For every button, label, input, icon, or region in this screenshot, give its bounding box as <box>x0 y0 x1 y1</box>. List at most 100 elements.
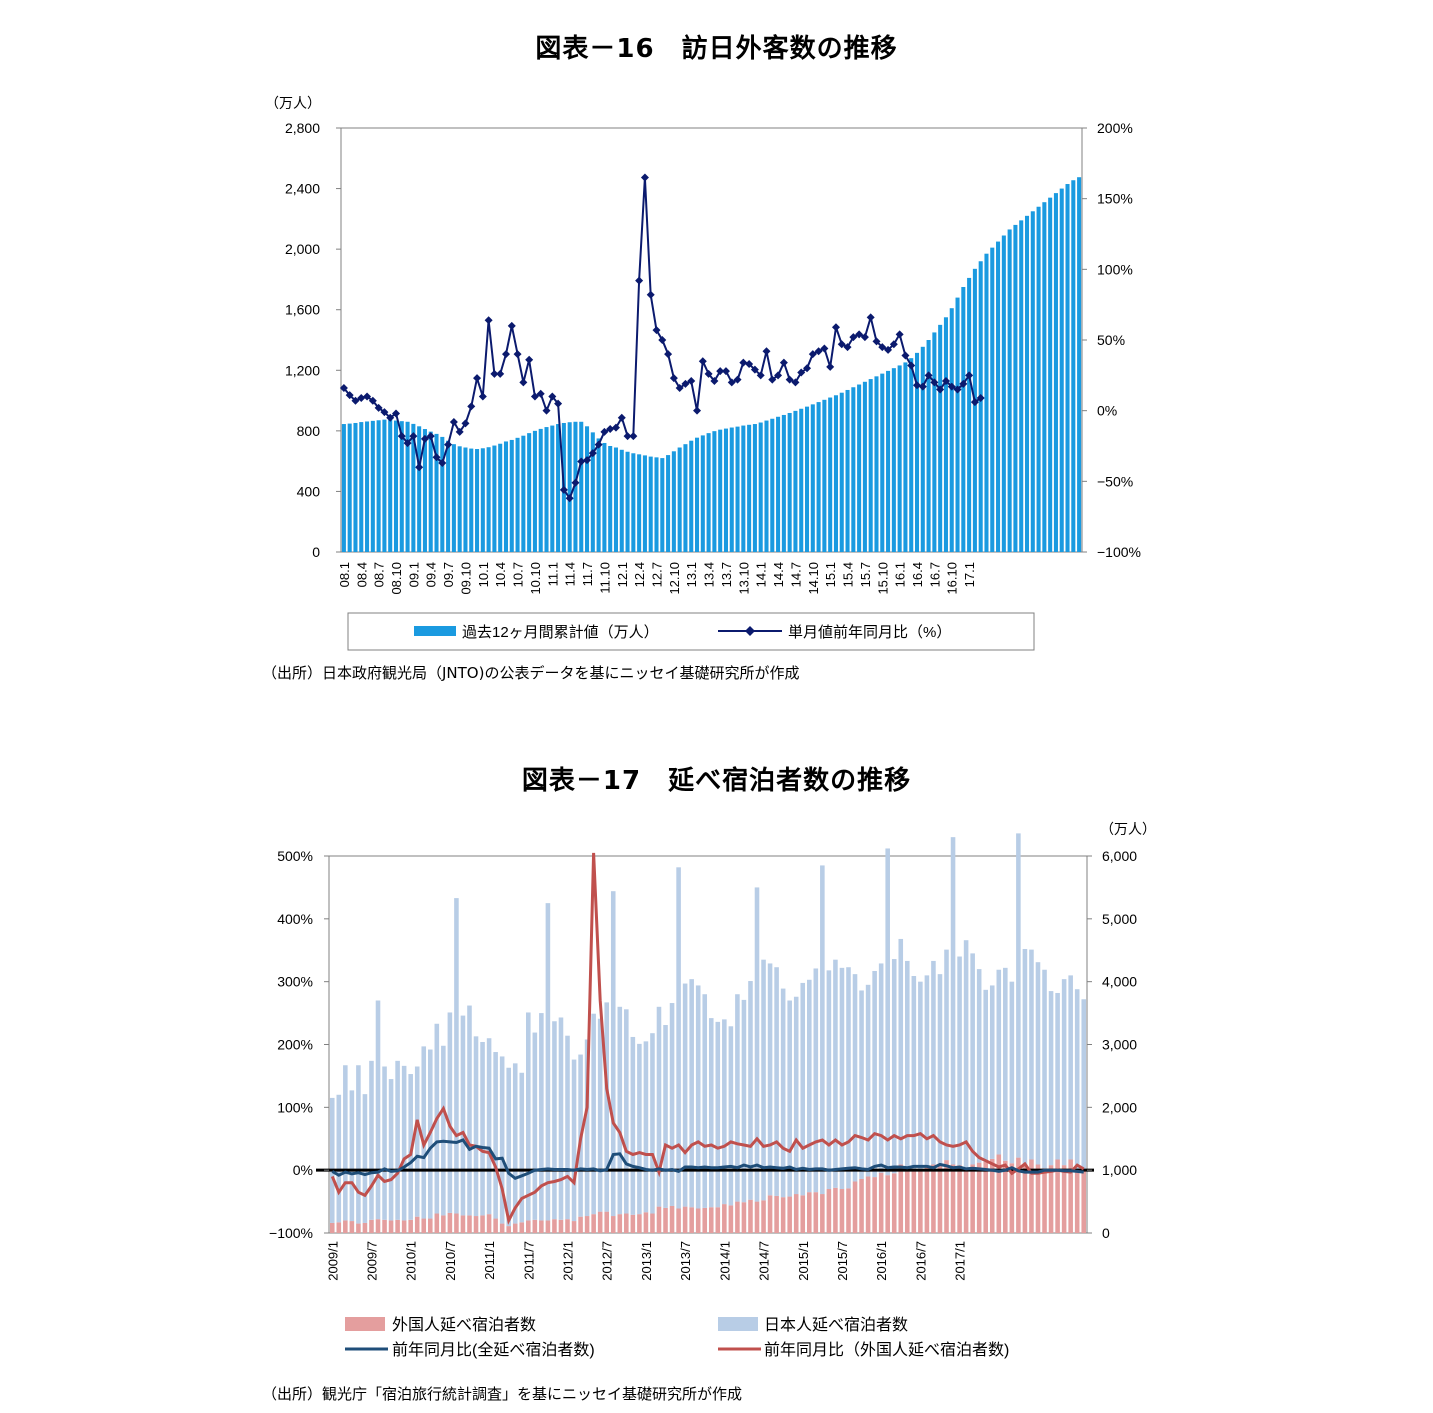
bar-japanese <box>957 956 962 1166</box>
left-tick-label: 1,600 <box>285 302 320 318</box>
bar-cumulative <box>1048 197 1053 552</box>
bar-cumulative <box>909 358 914 552</box>
yoy-point <box>693 406 702 415</box>
bar-foreign <box>865 1176 871 1233</box>
bar-cumulative <box>700 435 705 552</box>
x-tick-label: 09.7 <box>441 562 456 587</box>
bar-cumulative <box>370 420 375 552</box>
bar-cumulative <box>359 422 364 552</box>
x-tick-label: 15.7 <box>858 562 873 587</box>
bar-cumulative <box>619 449 624 552</box>
x-tick-label: 13.1 <box>684 562 699 587</box>
yoy-point <box>878 343 887 352</box>
yoy-point <box>640 173 649 182</box>
bar-japanese <box>676 867 681 1209</box>
bar-cumulative <box>706 433 711 552</box>
yoy-point <box>797 368 806 377</box>
bar-cumulative <box>347 423 352 552</box>
bar-foreign <box>807 1192 812 1233</box>
yoy-point <box>426 432 435 441</box>
bar-foreign <box>329 1222 335 1233</box>
bar-japanese <box>519 1072 525 1223</box>
yoy-point <box>924 371 933 380</box>
bar-foreign <box>336 1222 342 1233</box>
bar-japanese <box>774 967 779 1196</box>
bar-foreign <box>1048 1165 1054 1233</box>
bar-cumulative <box>943 317 948 552</box>
yoy-point <box>611 423 620 432</box>
bar-foreign <box>715 1207 721 1233</box>
yoy-point <box>554 399 563 408</box>
bar-foreign <box>780 1197 786 1233</box>
bar-foreign <box>512 1223 518 1233</box>
bar-japanese <box>1022 948 1028 1164</box>
x-tick-label: 16.4 <box>910 562 925 587</box>
bar-cumulative <box>492 445 497 552</box>
bar-foreign <box>526 1220 531 1233</box>
bar-japanese <box>643 1041 649 1213</box>
bar-cumulative <box>816 402 821 552</box>
bar-foreign <box>924 1167 930 1233</box>
legend-japanese-swatch <box>718 1317 758 1331</box>
x-tick-label: 2016/1 <box>874 1241 889 1281</box>
yoy-point <box>415 463 424 472</box>
bar-japanese <box>441 1045 446 1216</box>
bar-foreign <box>898 1164 904 1233</box>
x-tick-label: 12.4 <box>632 562 647 587</box>
bar-cumulative <box>417 426 422 552</box>
bar-cumulative <box>862 381 867 552</box>
bar-cumulative <box>480 448 485 552</box>
yoy-point <box>843 343 852 352</box>
yoy-point <box>965 371 974 380</box>
bar-japanese <box>369 1060 374 1220</box>
left-tick-label: −100% <box>269 1225 313 1241</box>
bar-cumulative <box>880 373 885 552</box>
x-tick-label: 08.10 <box>389 562 404 595</box>
yoy-point <box>750 365 759 374</box>
bar-foreign <box>872 1177 877 1233</box>
bar-japanese <box>682 983 688 1207</box>
yoy-point <box>600 427 609 436</box>
bar-cumulative <box>376 420 381 552</box>
bar-japanese <box>591 1013 596 1215</box>
bar-japanese <box>833 959 838 1188</box>
bar-foreign <box>591 1214 596 1233</box>
x-tick-label: 2013/7 <box>678 1241 693 1281</box>
right-tick-label: 2,000 <box>1102 1099 1137 1115</box>
yoy-point <box>895 330 904 339</box>
bar-cumulative <box>752 424 757 552</box>
bar-japanese <box>852 974 858 1182</box>
bar-cumulative <box>822 399 827 552</box>
bar-cumulative <box>793 410 798 552</box>
yoy-point <box>669 374 678 383</box>
bar-cumulative <box>428 431 433 552</box>
yoy-point <box>345 391 354 400</box>
bar-foreign <box>695 1208 701 1233</box>
bar-foreign <box>441 1215 446 1233</box>
bar-cumulative <box>689 440 694 552</box>
figure-17-title: 図表－17 延べ宿泊者数の推移 <box>521 766 912 796</box>
bar-cumulative <box>602 442 607 552</box>
bar-cumulative <box>515 437 520 552</box>
bar-cumulative <box>758 422 763 552</box>
bar-cumulative <box>446 440 451 552</box>
x-tick-label: 13.7 <box>719 562 734 587</box>
bar-japanese <box>486 1038 492 1215</box>
yoy-point <box>496 369 505 378</box>
bar-cumulative <box>613 447 618 552</box>
bar-foreign <box>689 1207 694 1233</box>
bar-japanese <box>467 1005 472 1216</box>
lodging-bars <box>329 833 1087 1233</box>
bar-cumulative <box>972 268 977 552</box>
bar-cumulative <box>666 455 671 552</box>
bar-japanese <box>735 994 740 1202</box>
yoy-foreign-line <box>330 852 1085 1225</box>
bar-japanese <box>388 1079 394 1221</box>
bar-japanese <box>741 999 747 1203</box>
legend-foreignyoy-label: 前年同月比（外国人延べ宿泊者数) <box>764 1341 1009 1359</box>
left-unit-label: （万人） <box>265 95 321 111</box>
bar-cumulative <box>729 427 734 552</box>
yoy-point <box>808 350 817 359</box>
bar-foreign <box>395 1219 400 1233</box>
bar-cumulative <box>978 261 983 552</box>
